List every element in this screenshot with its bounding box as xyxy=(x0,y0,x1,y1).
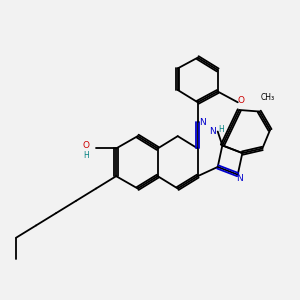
Text: O: O xyxy=(83,141,90,150)
Text: N: N xyxy=(209,127,216,136)
Text: CH₃: CH₃ xyxy=(260,93,274,102)
Text: O: O xyxy=(238,96,245,105)
Text: H: H xyxy=(83,151,89,160)
Text: N: N xyxy=(199,118,206,127)
Text: H: H xyxy=(218,124,224,134)
Text: N: N xyxy=(236,174,243,183)
